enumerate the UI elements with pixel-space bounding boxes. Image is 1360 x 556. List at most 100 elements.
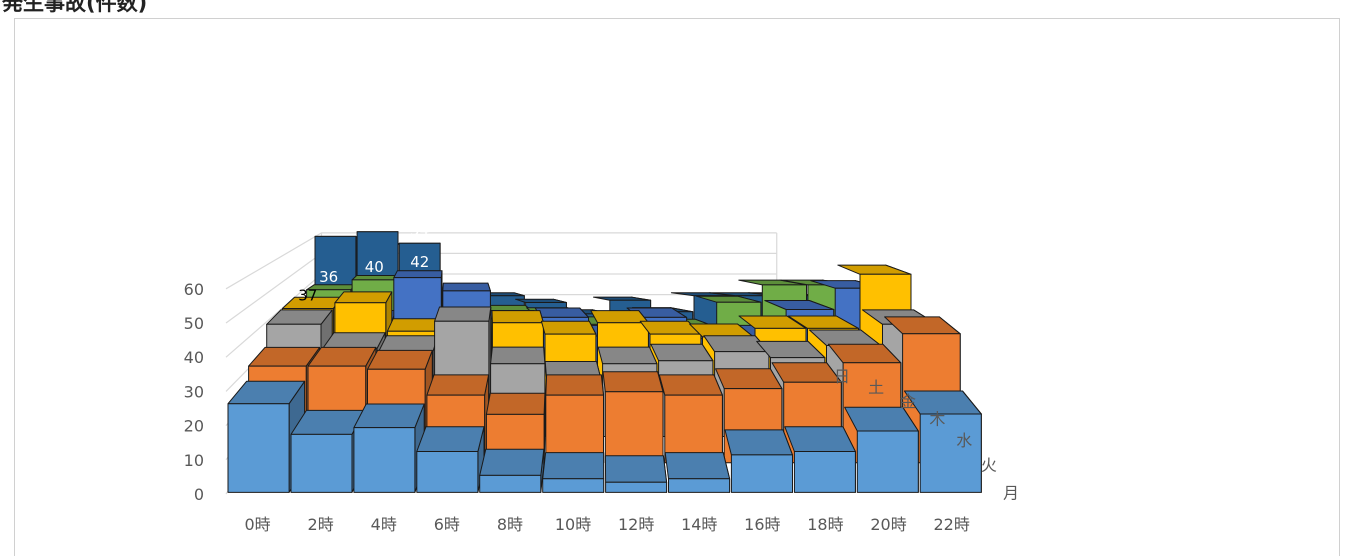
x-tick-label: 12時 xyxy=(618,515,654,534)
bar-front xyxy=(793,451,856,493)
data-label: 36 xyxy=(319,268,338,286)
depth-axis-label: 土 xyxy=(868,378,884,397)
bar-top xyxy=(534,307,589,318)
data-label: 38 xyxy=(820,263,839,281)
data-label: 59 xyxy=(368,210,387,228)
x-tick-label: 18時 xyxy=(807,515,843,534)
bar-月-14時 xyxy=(664,452,731,493)
bar-front xyxy=(290,433,353,493)
depth-axis-label: 金 xyxy=(900,392,916,411)
bar-top xyxy=(664,452,731,480)
bar-月-10時 xyxy=(542,452,605,493)
bar-front xyxy=(604,391,664,464)
depth-axis-label: 火 xyxy=(981,456,997,475)
bar-top xyxy=(602,371,664,393)
bar-front xyxy=(353,427,416,493)
bar-top xyxy=(434,306,492,322)
bar-top xyxy=(266,309,333,325)
bar-top xyxy=(485,392,546,415)
chart-frame xyxy=(14,18,1340,556)
bar-top xyxy=(540,320,597,335)
depth-axis-label: 水 xyxy=(956,431,972,450)
y-tick-label: 50 xyxy=(184,314,204,333)
bar-top xyxy=(597,346,658,365)
bar-火-14時 xyxy=(658,374,723,464)
bar-火-8時 xyxy=(485,392,546,464)
bar-front xyxy=(479,474,542,493)
bar-front xyxy=(416,451,479,493)
y-tick-label: 40 xyxy=(184,348,204,367)
depth-axis-label: 木 xyxy=(929,410,945,429)
bar-top xyxy=(334,291,393,304)
bar-月-18時 xyxy=(784,426,856,493)
bar-月-22時 xyxy=(903,390,982,493)
x-tick-label: 14時 xyxy=(681,515,717,534)
bar-月-4時 xyxy=(353,403,425,493)
bar-front xyxy=(668,478,731,493)
bar-月-16時 xyxy=(724,429,793,493)
x-tick-label: 10時 xyxy=(555,515,591,534)
bar-月-12時 xyxy=(604,455,668,493)
bar-top xyxy=(542,452,605,480)
y-tick-label: 10 xyxy=(184,451,204,470)
bar-front xyxy=(730,454,793,493)
bar-火-12時 xyxy=(602,371,664,464)
x-tick-label: 0時 xyxy=(244,515,270,534)
x-tick-label: 2時 xyxy=(308,515,334,534)
bar-top xyxy=(715,368,783,390)
x-tick-label: 22時 xyxy=(933,515,969,534)
bar-top xyxy=(658,374,723,396)
x-tick-label: 20時 xyxy=(870,515,906,534)
bar-top xyxy=(490,346,546,365)
bar-top xyxy=(479,448,545,476)
chart-title: 発生事故(件数) xyxy=(2,0,148,15)
bar-top xyxy=(590,310,649,324)
data-label: 40 xyxy=(365,258,384,276)
x-tick-label: 16時 xyxy=(744,515,780,534)
bar-月-2時 xyxy=(290,409,365,493)
bar-front xyxy=(227,403,290,493)
bar-front xyxy=(542,478,605,493)
y-tick-label: 30 xyxy=(184,382,204,401)
x-tick-label: 4時 xyxy=(371,515,397,534)
depth-axis-label: 日 xyxy=(834,367,850,386)
data-label: 54 xyxy=(410,221,429,239)
bar-top xyxy=(393,270,443,279)
bar-top xyxy=(604,455,668,483)
bar-front xyxy=(605,481,668,493)
bar-top xyxy=(837,264,912,275)
bar-top xyxy=(426,374,490,396)
bar-top xyxy=(650,343,714,362)
bar-top xyxy=(545,374,604,396)
bar-月-20時 xyxy=(844,406,919,493)
bar-火-10時 xyxy=(545,374,604,464)
bar-front xyxy=(856,430,919,493)
y-tick-label: 20 xyxy=(184,417,204,436)
bar-top xyxy=(784,426,856,452)
bar-front xyxy=(919,413,982,493)
chart-labels: 0 10 20 30 40 50 60 0時 2時 4時 6時 8時 10時 12時 14時 16時 18時 20… xyxy=(184,210,1019,534)
data-label: 57 xyxy=(326,214,345,232)
bar-top xyxy=(322,332,386,349)
data-label: 42 xyxy=(410,253,429,271)
bar-top xyxy=(378,335,439,353)
gridline xyxy=(225,232,777,290)
x-tick-label: 6時 xyxy=(434,515,460,534)
bar-top xyxy=(351,275,399,281)
chart-bars xyxy=(227,231,982,493)
bar-top xyxy=(442,282,491,292)
bar-月-8時 xyxy=(479,448,545,493)
bar-top xyxy=(491,310,544,324)
bar-top xyxy=(416,426,485,452)
bar-top xyxy=(353,403,425,429)
y-tick-label: 60 xyxy=(184,280,204,299)
data-label: 37 xyxy=(298,286,317,304)
x-tick-label: 8時 xyxy=(497,515,523,534)
bar-top xyxy=(724,429,793,456)
depth-axis-label: 月 xyxy=(1003,484,1019,503)
bar-top xyxy=(386,318,442,332)
bar-月-6時 xyxy=(416,426,485,493)
y-tick-label: 0 xyxy=(194,485,204,504)
bar-top xyxy=(367,349,433,370)
